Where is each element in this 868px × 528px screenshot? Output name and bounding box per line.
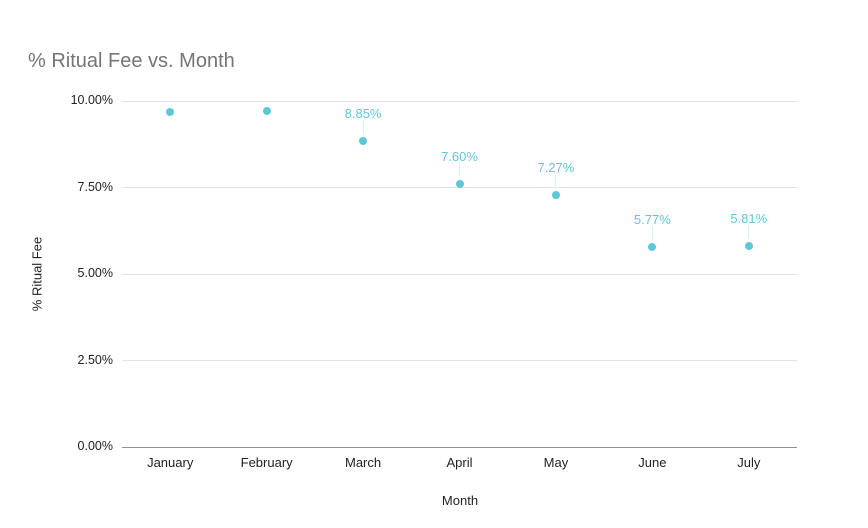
y-tick-label: 2.50%	[77, 352, 113, 367]
x-tick-label: April	[446, 455, 473, 470]
label-leader-line	[459, 163, 460, 178]
label-leader-line	[651, 226, 653, 241]
data-point-may[interactable]	[551, 191, 560, 200]
x-tick-label: May	[543, 455, 569, 470]
x-axis-line	[122, 446, 797, 448]
y-tick-label: 0.00%	[77, 439, 113, 453]
gridline	[122, 360, 797, 361]
data-point-label: 7.60%	[441, 149, 478, 165]
data-point-april[interactable]	[455, 180, 464, 189]
data-point-july[interactable]	[744, 241, 753, 250]
y-tick-label: 7.50%	[77, 179, 113, 194]
y-tick-label: 10.00%	[70, 93, 113, 107]
label-leader-line	[555, 174, 557, 189]
data-point-june[interactable]	[648, 243, 657, 252]
gridline	[122, 273, 797, 275]
data-point-january[interactable]	[166, 108, 175, 117]
data-point-march[interactable]	[359, 136, 368, 145]
gridline	[122, 100, 797, 102]
data-point-label: 8.85%	[344, 105, 382, 121]
data-point-february[interactable]	[262, 107, 271, 116]
data-point-label: 5.81%	[730, 210, 768, 226]
label-leader-line	[748, 224, 750, 239]
data-point-label: 7.27%	[537, 160, 575, 176]
x-axis-title: Month	[441, 493, 479, 508]
x-tick-label: June	[638, 455, 667, 470]
x-tick-label: February	[240, 455, 293, 470]
data-point-label: 5.77%	[633, 212, 671, 228]
chart-title: % Ritual Fee vs. Month	[28, 50, 235, 72]
x-tick-label: July	[737, 455, 761, 470]
x-tick-label: March	[345, 455, 382, 470]
x-tick-label: January	[147, 455, 194, 470]
y-tick-label: 5.00%	[77, 266, 113, 280]
label-leader-line	[362, 119, 364, 134]
